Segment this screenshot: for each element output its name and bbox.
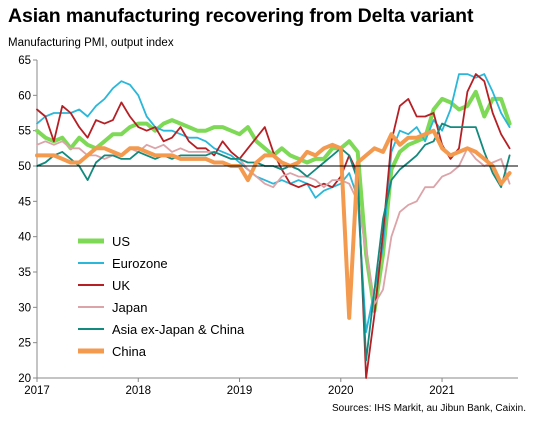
legend-label: Asia ex-Japan & China [112, 322, 245, 337]
y-tick-label: 60 [18, 90, 31, 102]
series-line-us [35, 89, 512, 313]
series-line-japan [36, 140, 511, 305]
legend-label: Eurozone [112, 256, 168, 271]
y-tick-label: 35 [18, 267, 31, 279]
legend-label: Japan [112, 300, 147, 315]
series-line-uk [36, 73, 511, 379]
x-tick-label: 2019 [227, 385, 253, 397]
series-line-china [35, 128, 512, 320]
chart-title: Asian manufacturing recovering from Delt… [8, 5, 474, 27]
y-tick-label: 50 [18, 161, 31, 173]
x-tick-label: 2021 [429, 385, 455, 397]
y-tick-label: 30 [18, 302, 31, 314]
x-tick-label: 2017 [24, 385, 50, 397]
x-tick-label: 2020 [328, 385, 354, 397]
y-tick-label: 20 [18, 373, 31, 385]
y-tick-label: 25 [18, 338, 31, 350]
legend-label: UK [112, 278, 130, 293]
series-line-eurozone [36, 73, 511, 334]
y-tick-label: 55 [18, 126, 31, 138]
y-tick-label: 65 [18, 55, 31, 67]
y-tick-label: 45 [18, 196, 31, 208]
source-note: Sources: IHS Markit, au Jibun Bank, Caix… [332, 403, 526, 414]
legend-label: US [112, 234, 130, 249]
y-tick-label: 40 [18, 232, 31, 244]
y-axis-label: Manufacturing PMI, output index [8, 37, 174, 49]
legend-label: China [112, 344, 147, 359]
series-line-asia-ex-japan-china [36, 122, 511, 362]
x-tick-label: 2018 [125, 385, 151, 397]
